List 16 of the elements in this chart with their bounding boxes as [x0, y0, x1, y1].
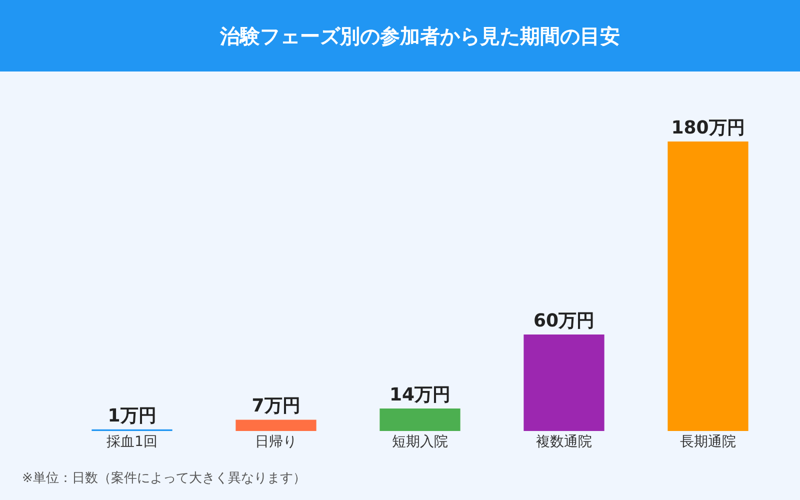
data-label: 14万円: [389, 384, 451, 406]
bar: [236, 420, 316, 431]
x-tick-label: 長期通院: [680, 434, 736, 450]
x-tick-label: 短期入院: [392, 434, 448, 450]
chart-title: 治験フェーズ別の参加者から見た期間の目安: [219, 24, 620, 48]
data-label: 1万円: [108, 405, 156, 426]
x-tick-label: 複数通院: [536, 434, 592, 450]
bar: [668, 141, 748, 431]
x-tick-label: 採血1回: [106, 434, 158, 450]
text: ※単位：日数（案件によって大きく異なります）: [22, 470, 306, 486]
data-label: 180万円: [671, 117, 745, 138]
bar: [380, 408, 460, 431]
x-tick-label: 日帰り: [255, 434, 297, 450]
data-label: 60万円: [533, 310, 595, 332]
bar: [524, 334, 604, 431]
data-label: 7万円: [252, 396, 300, 417]
